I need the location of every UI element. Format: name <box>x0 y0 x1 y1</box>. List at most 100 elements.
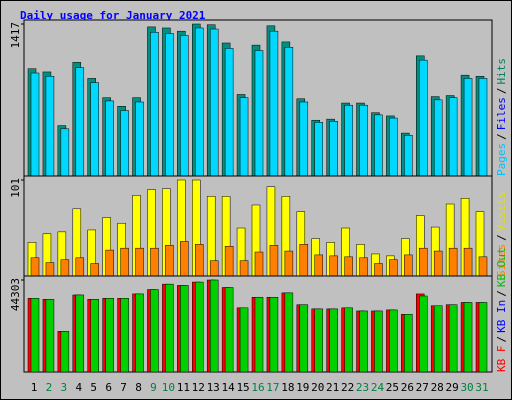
bar <box>299 244 309 278</box>
bar <box>374 263 383 278</box>
bar <box>299 304 309 373</box>
bar <box>239 307 249 373</box>
x-tick-label: 10 <box>162 381 175 394</box>
bar <box>30 298 40 373</box>
bar <box>180 285 189 373</box>
y-tick-label: 44303 <box>9 278 22 311</box>
bar <box>269 245 279 278</box>
x-tick-label: 14 <box>222 381 236 394</box>
legend-separator: / <box>495 336 508 343</box>
x-tick-label: 1 <box>31 381 38 394</box>
x-tick-label: 13 <box>207 381 220 394</box>
bar <box>389 309 398 373</box>
y-tick-label: 1417 <box>9 22 22 49</box>
bar <box>374 310 383 373</box>
x-tick-label: 30 <box>460 381 473 394</box>
bar <box>209 260 219 278</box>
legend-separator: / <box>495 133 508 140</box>
x-tick-label: 20 <box>311 381 324 394</box>
bar <box>433 250 443 278</box>
bar <box>90 263 99 278</box>
bar <box>344 256 353 278</box>
x-tick-label: 16 <box>251 381 264 394</box>
bar <box>105 298 114 373</box>
bar <box>284 292 294 373</box>
bar <box>463 302 473 373</box>
bar <box>344 307 353 373</box>
bar <box>419 59 428 177</box>
bar <box>284 250 294 278</box>
bar <box>478 256 488 278</box>
x-tick-label: 7 <box>120 381 127 394</box>
x-tick-label: 2 <box>46 381 53 394</box>
bar <box>150 32 159 177</box>
bar <box>299 101 309 177</box>
legend-entry: Pages <box>495 143 508 176</box>
bar <box>448 97 458 177</box>
bar <box>463 247 473 278</box>
bar <box>75 257 85 278</box>
x-tick-label: 29 <box>446 381 459 394</box>
bar <box>433 99 443 177</box>
bar <box>478 78 488 177</box>
x-tick-label: 8 <box>135 381 142 394</box>
bar <box>374 114 383 177</box>
x-tick-label: 24 <box>371 381 385 394</box>
bar <box>120 298 129 373</box>
bar <box>165 33 174 177</box>
bar <box>359 310 368 373</box>
bar <box>254 296 264 373</box>
bar <box>150 247 159 278</box>
bar <box>284 47 294 177</box>
bar <box>75 294 85 373</box>
legend-entry: KB F <box>495 346 508 373</box>
bar <box>254 50 264 177</box>
legend-entry: Hits <box>495 58 508 85</box>
bar <box>195 281 204 373</box>
bar <box>60 128 70 177</box>
bar <box>419 247 428 278</box>
bar <box>209 279 219 373</box>
bar <box>135 101 144 177</box>
bar <box>463 78 473 177</box>
bar <box>239 260 249 278</box>
bar <box>135 247 144 278</box>
x-tick-label: 17 <box>266 381 279 394</box>
bar <box>90 82 99 177</box>
bar <box>90 299 99 373</box>
bar <box>239 97 249 177</box>
bar <box>329 308 338 373</box>
x-tick-label: 4 <box>75 381 82 394</box>
bar <box>120 247 129 278</box>
bar <box>359 257 368 278</box>
bar <box>433 305 443 373</box>
bar <box>180 241 189 278</box>
bar <box>314 122 323 177</box>
bar <box>404 314 413 373</box>
bar <box>314 308 323 373</box>
legend: KB F / KB In / KB Out <box>495 247 508 372</box>
bar <box>75 67 85 177</box>
bar <box>314 254 323 278</box>
bar <box>30 257 40 278</box>
x-tick-label: 28 <box>431 381 444 394</box>
x-tick-label: 26 <box>401 381 414 394</box>
x-tick-label: 18 <box>281 381 294 394</box>
x-tick-label: 6 <box>105 381 112 394</box>
x-tick-label: 15 <box>236 381 249 394</box>
x-tick-label: 21 <box>326 381 339 394</box>
legend-entry: Files <box>495 97 508 130</box>
bar <box>419 295 428 373</box>
bar <box>45 75 55 177</box>
bar <box>60 259 70 278</box>
x-tick-label: 19 <box>296 381 309 394</box>
legend-entry: KB In <box>495 300 508 333</box>
bar <box>45 262 55 278</box>
x-tick-label: 5 <box>90 381 97 394</box>
bar <box>269 30 279 177</box>
x-tick-label: 23 <box>356 381 369 394</box>
bar <box>404 254 413 278</box>
bar <box>165 245 174 278</box>
legend-entry: Sites <box>495 244 508 277</box>
